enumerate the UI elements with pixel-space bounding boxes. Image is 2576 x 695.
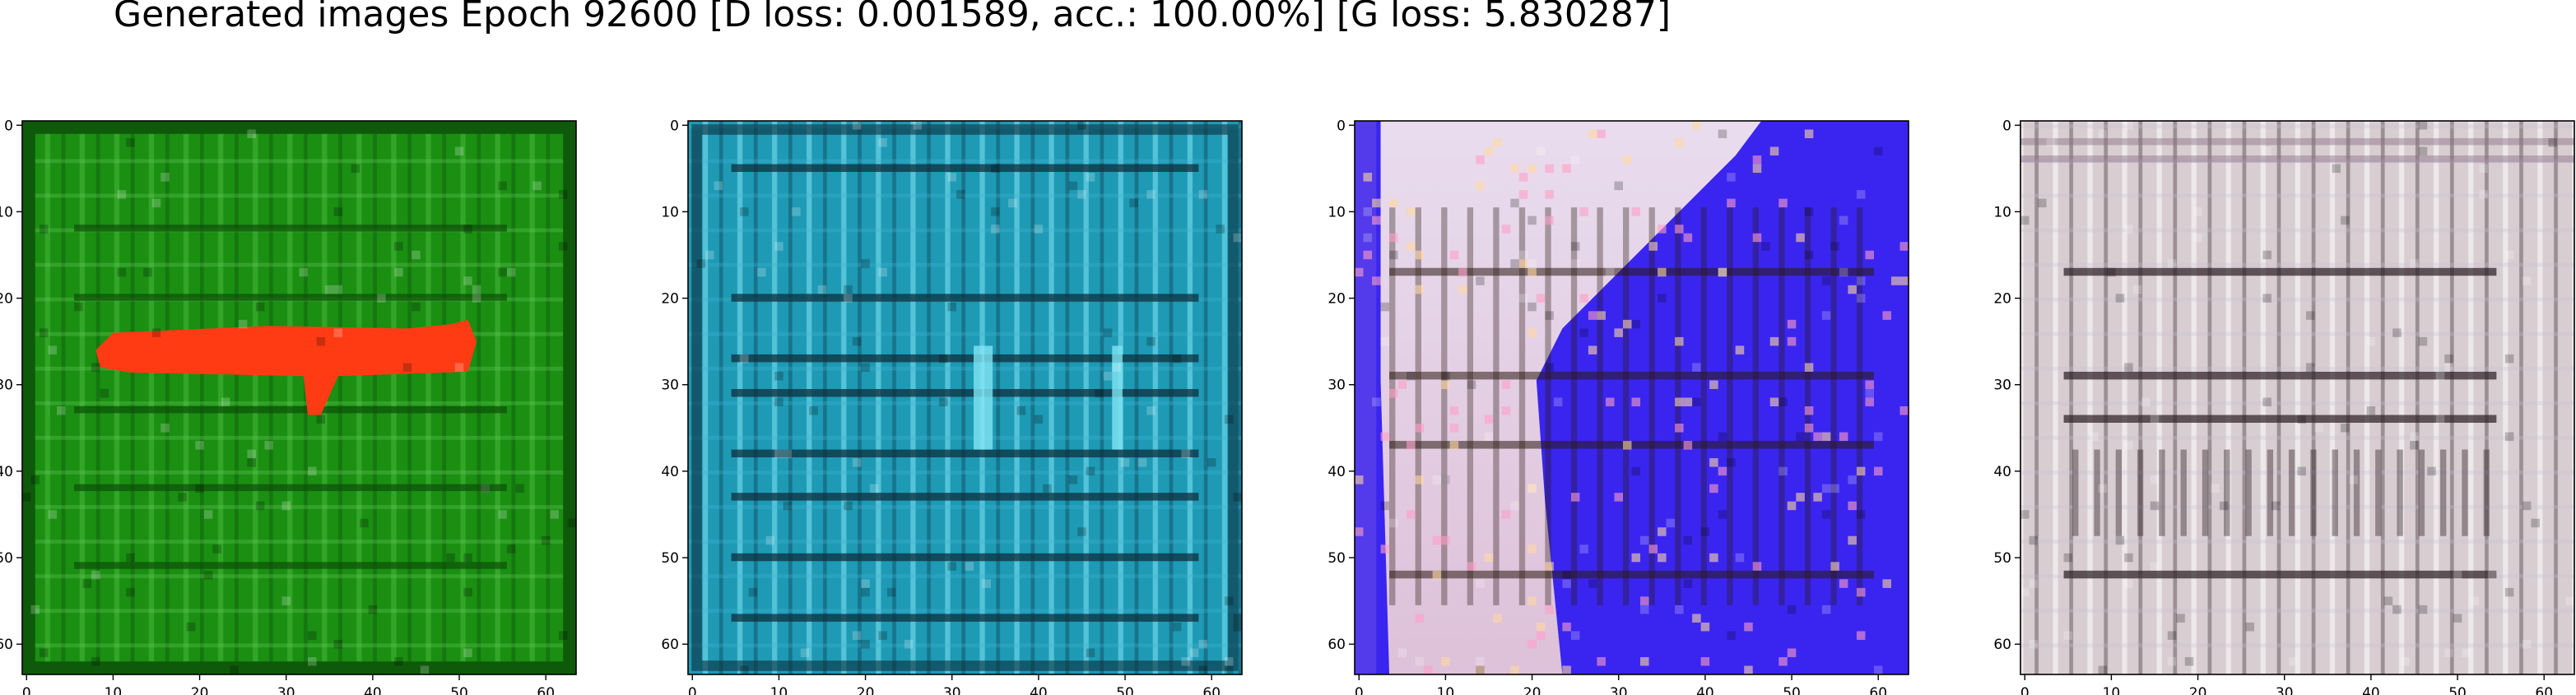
x-tick-label: 10	[1437, 685, 1455, 695]
y-tick-label: 30	[1993, 378, 2011, 394]
x-tick-label: 40	[2362, 685, 2380, 695]
x-tick-label: 50	[1116, 685, 1134, 695]
y-tick-label: 20	[0, 291, 13, 308]
generated-image-4	[2020, 121, 2574, 674]
y-tick-label: 50	[661, 550, 679, 567]
y-tick-label: 40	[1328, 464, 1346, 480]
y-tick-label: 0	[4, 118, 13, 134]
x-tick-label: 40	[1030, 685, 1048, 695]
y-tick-label: 30	[0, 378, 13, 394]
x-tick-label: 30	[277, 685, 295, 695]
x-tick-label: 30	[2276, 685, 2294, 695]
x-tick-label: 0	[22, 685, 31, 695]
y-tick-label: 10	[661, 204, 679, 220]
y-tick-label: 60	[661, 637, 679, 653]
generated-image-2	[688, 121, 1242, 674]
x-tick-label: 60	[537, 685, 555, 695]
x-tick-label: 10	[2103, 685, 2121, 695]
y-tick-label: 50	[1993, 550, 2011, 567]
generated-image-1	[22, 121, 576, 674]
y-tick-label: 40	[661, 464, 679, 480]
axes-frame-1	[21, 120, 577, 675]
y-tick-label: 60	[1328, 637, 1346, 653]
x-tick-label: 0	[1355, 685, 1364, 695]
y-tick-label: 10	[1993, 204, 2011, 220]
y-tick-label: 20	[1993, 291, 2011, 308]
x-tick-label: 30	[1610, 685, 1628, 695]
x-tick-label: 50	[450, 685, 468, 695]
x-tick-label: 0	[2020, 685, 2030, 695]
x-tick-label: 20	[1523, 685, 1541, 695]
y-tick-label: 0	[2002, 118, 2011, 134]
y-tick-label: 30	[661, 378, 679, 394]
y-tick-label: 0	[670, 118, 679, 134]
axes-frame-2	[687, 120, 1243, 675]
figure-title: Generated images Epoch 92600 [D loss: 0.…	[114, 0, 1671, 35]
x-tick-label: 0	[688, 685, 697, 695]
y-tick-label: 40	[0, 464, 13, 480]
x-tick-label: 20	[191, 685, 209, 695]
y-tick-label: 10	[1328, 204, 1346, 220]
y-tick-label: 20	[1328, 291, 1346, 308]
y-tick-label: 20	[661, 291, 679, 308]
y-tick-label: 40	[1993, 464, 2011, 480]
x-tick-label: 20	[857, 685, 875, 695]
y-tick-label: 10	[0, 204, 13, 220]
x-tick-label: 30	[943, 685, 961, 695]
y-tick-label: 50	[0, 550, 13, 567]
y-tick-label: 60	[0, 637, 13, 653]
x-tick-label: 20	[2189, 685, 2207, 695]
y-tick-label: 0	[1337, 118, 1346, 134]
x-tick-label: 40	[364, 685, 382, 695]
y-tick-label: 60	[1993, 637, 2011, 653]
x-tick-label: 50	[1783, 685, 1801, 695]
x-tick-label: 10	[770, 685, 788, 695]
axes-frame-4	[2020, 120, 2575, 675]
x-tick-label: 40	[1696, 685, 1714, 695]
axes-frame-3	[1354, 120, 1909, 675]
x-tick-label: 10	[105, 685, 123, 695]
x-tick-label: 50	[2448, 685, 2467, 695]
x-tick-label: 60	[2535, 685, 2553, 695]
x-tick-label: 60	[1869, 685, 1887, 695]
x-tick-label: 60	[1202, 685, 1221, 695]
generated-image-3	[1355, 121, 1909, 674]
y-tick-label: 50	[1328, 550, 1346, 567]
y-tick-label: 30	[1328, 378, 1346, 394]
